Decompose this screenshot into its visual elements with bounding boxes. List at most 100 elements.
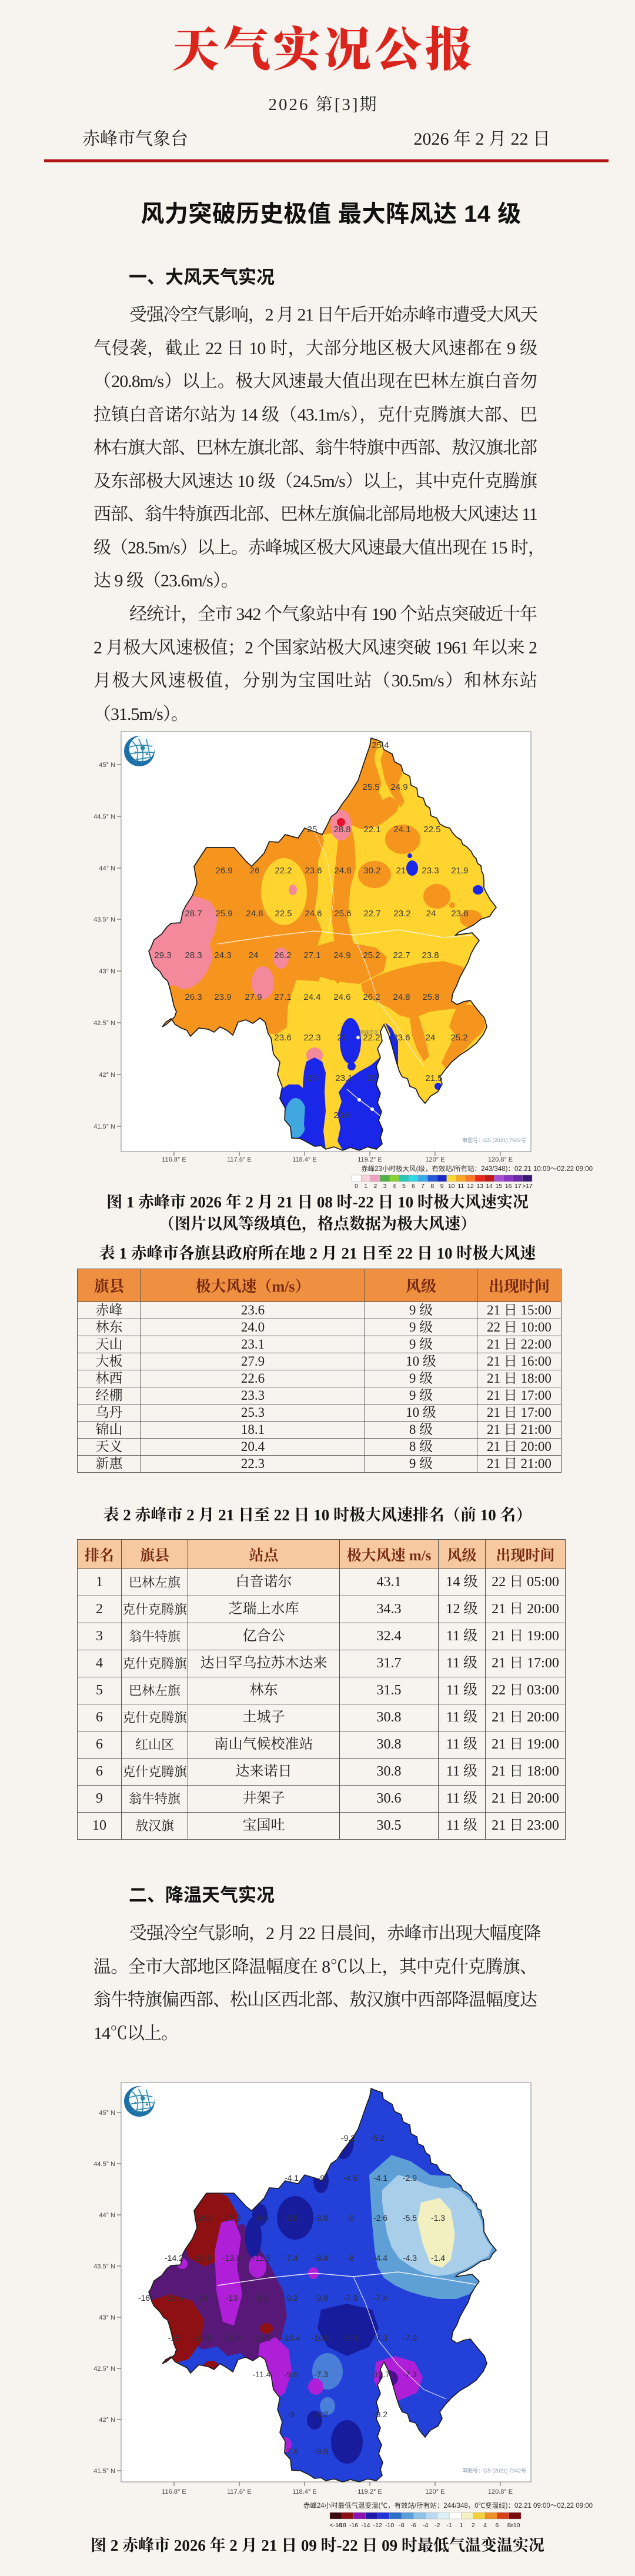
svg-text:25.5: 25.5 xyxy=(362,782,379,792)
svg-text:24: 24 xyxy=(249,950,259,960)
svg-text:-4.1: -4.1 xyxy=(285,2173,299,2183)
svg-text:45° N: 45° N xyxy=(99,762,115,769)
svg-text:22.7: 22.7 xyxy=(393,950,410,960)
svg-text:25.9: 25.9 xyxy=(215,909,232,919)
svg-text:23.9: 23.9 xyxy=(214,992,231,1002)
svg-text:24.8: 24.8 xyxy=(334,866,351,876)
svg-text:24.8: 24.8 xyxy=(246,909,263,919)
svg-text:-14.2: -14.2 xyxy=(165,2253,183,2263)
svg-text:116.8° E: 116.8° E xyxy=(162,1156,186,1163)
svg-text:21: 21 xyxy=(396,866,406,876)
svg-text:-8.5: -8.5 xyxy=(284,2213,298,2223)
svg-text:23.6: 23.6 xyxy=(393,1033,410,1043)
svg-text:17: 17 xyxy=(514,1183,522,1190)
svg-text:2: 2 xyxy=(373,1183,377,1190)
svg-text:-4.5: -4.5 xyxy=(343,2173,357,2183)
svg-text:26: 26 xyxy=(250,866,260,876)
svg-text:-1.4: -1.4 xyxy=(431,2253,445,2263)
svg-text:26.3: 26.3 xyxy=(185,992,202,1002)
svg-text:-15: -15 xyxy=(168,2333,180,2343)
svg-text:26.9: 26.9 xyxy=(215,866,232,876)
svg-text:-10.4: -10.4 xyxy=(282,2333,300,2343)
svg-text:-15.8: -15.8 xyxy=(193,2253,212,2263)
svg-text:44° N: 44° N xyxy=(99,2212,115,2219)
svg-text:-9.5: -9.5 xyxy=(255,2293,269,2303)
svg-text:23.8: 23.8 xyxy=(422,950,439,960)
svg-text:43.5° N: 43.5° N xyxy=(93,2263,115,2270)
svg-text:24.1: 24.1 xyxy=(393,825,410,835)
svg-text:5: 5 xyxy=(402,1183,406,1190)
svg-text:-5.2: -5.2 xyxy=(370,2133,385,2143)
svg-text:-9: -9 xyxy=(317,2173,325,2183)
svg-text:22.2: 22.2 xyxy=(363,1033,380,1043)
svg-text:27.1: 27.1 xyxy=(274,992,291,1002)
svg-text:-1: -1 xyxy=(446,2522,452,2529)
svg-text:-4.1: -4.1 xyxy=(373,2173,387,2183)
svg-text:-9.3: -9.3 xyxy=(343,2333,357,2343)
svg-text:23: 23 xyxy=(367,1073,377,1083)
svg-text:21.9: 21.9 xyxy=(451,866,468,876)
svg-text:-16: -16 xyxy=(138,2293,150,2303)
svg-text:赤峰24小时最低气温变温(℃，有效站/所有站：244/348: 赤峰24小时最低气温变温(℃，有效站/所有站：244/348，0℃变温线)：02… xyxy=(303,2501,593,2510)
svg-text:-14: -14 xyxy=(361,2522,370,2529)
svg-text:审图号：GS (2021) 7942号: 审图号：GS (2021) 7942号 xyxy=(462,1137,526,1143)
svg-text:116.8° E: 116.8° E xyxy=(162,2488,186,2495)
svg-text:30.2: 30.2 xyxy=(363,866,380,876)
svg-text:27.9: 27.9 xyxy=(245,992,262,1002)
svg-text:43° N: 43° N xyxy=(99,2314,115,2321)
svg-text:-13.8: -13.8 xyxy=(222,2253,241,2263)
svg-text:-13: -13 xyxy=(226,2293,238,2303)
svg-text:2: 2 xyxy=(472,2522,475,2529)
svg-text:28.8: 28.8 xyxy=(333,825,350,835)
svg-text:-9.2: -9.2 xyxy=(314,2410,328,2419)
svg-text:-8.6: -8.6 xyxy=(255,2213,269,2223)
svg-text:23.8: 23.8 xyxy=(451,909,468,919)
svg-text:-6: -6 xyxy=(411,2522,416,2529)
svg-text:-11.5: -11.5 xyxy=(253,2253,271,2263)
svg-text:23.6: 23.6 xyxy=(333,1110,350,1120)
svg-text:23.1: 23.1 xyxy=(335,1073,352,1083)
svg-text:41.5° N: 41.5° N xyxy=(93,2468,115,2475)
svg-text:27.1: 27.1 xyxy=(303,950,320,960)
svg-text:-7.3: -7.3 xyxy=(314,2370,328,2379)
svg-text:-9.8: -9.8 xyxy=(314,2293,328,2303)
svg-text:23: 23 xyxy=(308,1073,317,1083)
svg-text:42.5° N: 42.5° N xyxy=(93,1020,115,1027)
svg-text:22.5: 22.5 xyxy=(423,825,440,835)
svg-text:-7.3: -7.3 xyxy=(373,2333,387,2343)
svg-text:赤峰23小时极大风(级，有效站/所有站：243/348)：0: 赤峰23小时极大风(级，有效站/所有站：243/348)：02.21 10:00… xyxy=(361,1164,593,1173)
svg-text:-2: -2 xyxy=(435,2522,440,2529)
svg-text:-14: -14 xyxy=(196,2293,208,2303)
svg-text:24.6: 24.6 xyxy=(333,992,350,1002)
svg-text:118.4° E: 118.4° E xyxy=(292,1156,317,1163)
svg-text:-4.3: -4.3 xyxy=(403,2253,417,2263)
svg-text:9: 9 xyxy=(440,1183,444,1190)
svg-text:-8: -8 xyxy=(399,2522,404,2529)
svg-text:117.6° E: 117.6° E xyxy=(227,2488,252,2495)
svg-text:24.9: 24.9 xyxy=(390,782,407,792)
svg-text:≥10: ≥10 xyxy=(510,2522,520,2529)
svg-text:-9.2: -9.2 xyxy=(284,2293,298,2303)
svg-text:43° N: 43° N xyxy=(99,968,115,975)
svg-text:3: 3 xyxy=(383,1183,387,1190)
svg-text:-15.3: -15.3 xyxy=(222,2213,241,2223)
svg-text:23.2: 23.2 xyxy=(393,909,410,919)
svg-text:22.7: 22.7 xyxy=(363,909,380,919)
svg-text:45° N: 45° N xyxy=(99,2110,115,2117)
svg-text:>17: >17 xyxy=(522,1183,533,1190)
svg-text:118.4° E: 118.4° E xyxy=(292,2488,317,2495)
svg-text:42° N: 42° N xyxy=(99,2417,115,2424)
svg-text:24.4: 24.4 xyxy=(303,992,320,1002)
svg-text:-12: -12 xyxy=(373,2522,382,2529)
svg-text:-9.2: -9.2 xyxy=(341,2133,355,2143)
svg-text:-8.4: -8.4 xyxy=(314,2253,328,2263)
svg-text:119.2° E: 119.2° E xyxy=(357,2488,382,2495)
svg-text:1: 1 xyxy=(459,2522,463,2529)
svg-text:-11.4: -11.4 xyxy=(253,2370,271,2379)
svg-text:-7.4: -7.4 xyxy=(284,2253,298,2263)
svg-text:12: 12 xyxy=(467,1183,474,1190)
svg-text:28.7: 28.7 xyxy=(185,909,202,919)
svg-text:22.2: 22.2 xyxy=(275,866,292,876)
svg-text:44.5° N: 44.5° N xyxy=(93,813,115,820)
svg-text:14: 14 xyxy=(486,1183,493,1190)
